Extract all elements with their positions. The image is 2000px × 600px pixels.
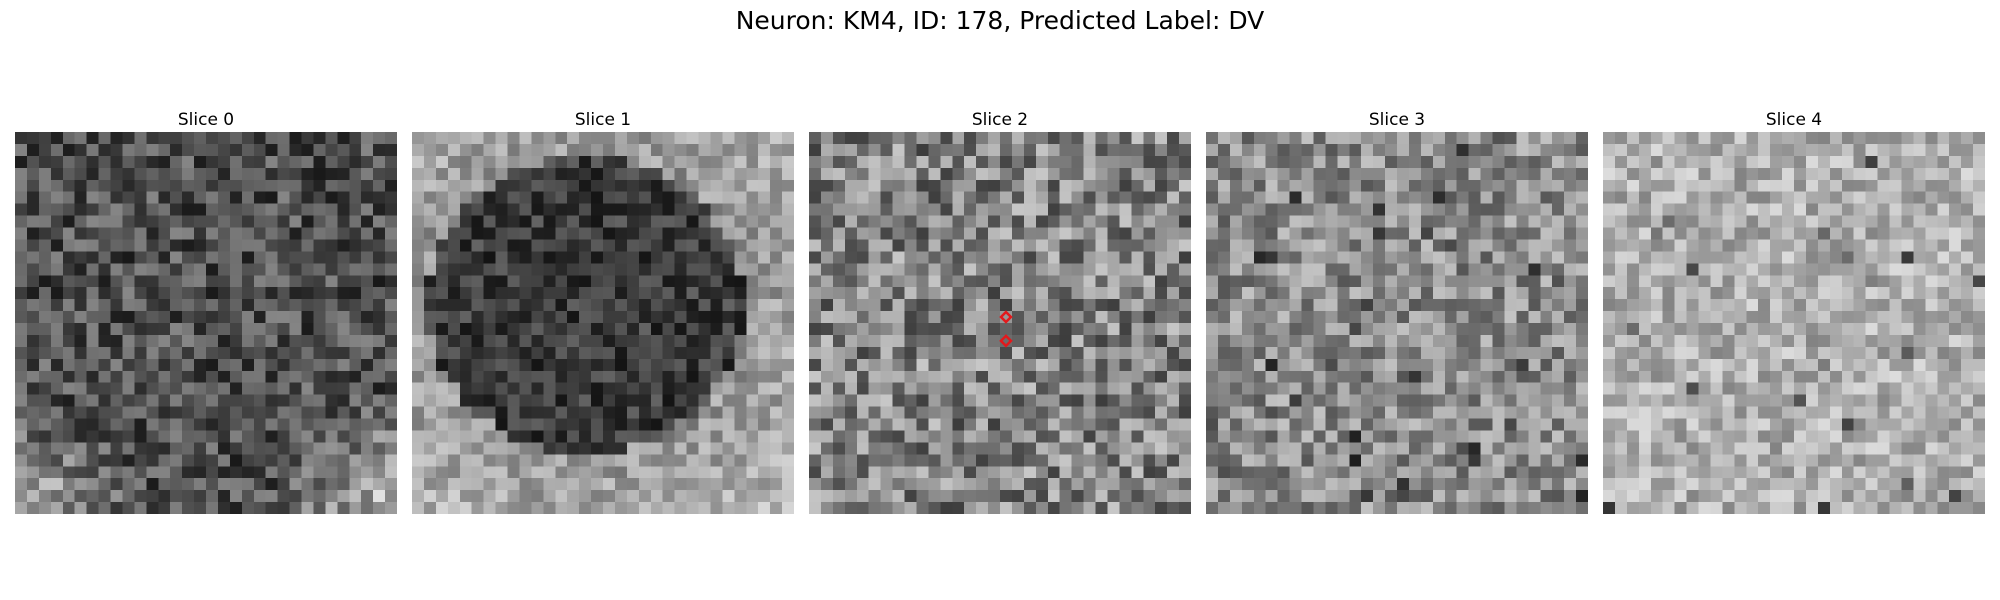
slice-title: Slice 1	[574, 110, 632, 130]
slice-image	[809, 132, 1191, 514]
slice-panel-4: Slice 4	[1603, 108, 1985, 514]
slice-title: Slice 0	[177, 110, 235, 130]
slice-image	[1206, 132, 1588, 514]
slice-panel-2: Slice 2	[809, 108, 1191, 514]
slice-title: Slice 2	[971, 110, 1029, 130]
slice-title: Slice 4	[1765, 110, 1823, 130]
slice-panel-3: Slice 3	[1206, 108, 1588, 514]
slice-panel-1: Slice 1	[412, 108, 794, 514]
slice-image	[15, 132, 397, 514]
slice-image	[412, 132, 794, 514]
slice-title: Slice 3	[1368, 110, 1426, 130]
slice-image	[1603, 132, 1985, 514]
slice-panel-0: Slice 0	[15, 108, 397, 514]
figure-title: Neuron: KM4, ID: 178, Predicted Label: D…	[735, 6, 1265, 35]
